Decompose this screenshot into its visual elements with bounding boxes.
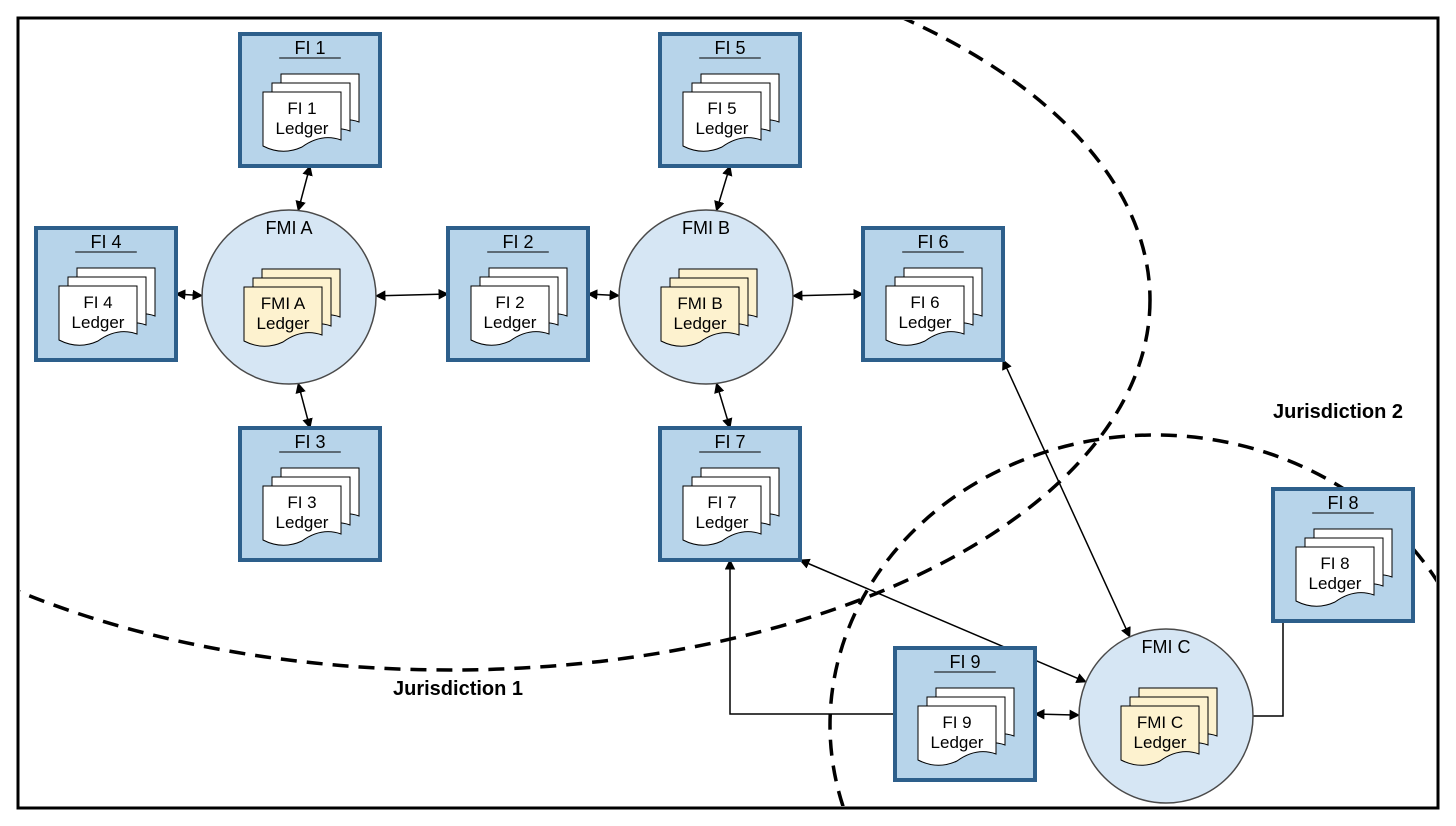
jurisdiction-label-j2: Jurisdiction 2 [1273,401,1403,423]
svg-text:FMI B: FMI B [677,294,722,313]
fi-node-fi4: FI 4FI 4Ledger [36,228,176,360]
svg-text:FI 8: FI 8 [1320,554,1349,573]
fi-node-fi2: FI 2FI 2Ledger [448,228,588,360]
svg-text:FI 3: FI 3 [287,493,316,512]
edge-fmiB-fi2 [588,294,619,296]
svg-text:Ledger: Ledger [696,513,749,532]
fi-node-fi3: FI 3FI 3Ledger [240,428,380,560]
svg-text:Ledger: Ledger [1309,574,1362,593]
svg-text:FMI A: FMI A [261,294,306,313]
fmi-node-fmiA: FMI AFMI ALedger [202,210,376,384]
fmi-label: FMI A [265,218,312,238]
fi-node-fi9: FI 9FI 9Ledger [895,648,1035,780]
svg-text:Ledger: Ledger [276,119,329,138]
edge-fmiB-fi5 [717,166,730,211]
edge-fmiA-fi1 [298,166,310,210]
fi-node-fi8: FI 8FI 8Ledger [1273,489,1413,621]
fi-label: FI 2 [502,232,533,252]
svg-text:Ledger: Ledger [72,313,125,332]
fi-label: FI 8 [1327,493,1358,513]
fi-label: FI 6 [917,232,948,252]
fmi-label: FMI C [1142,637,1191,657]
fmi-label: FMI B [682,218,730,238]
fi-label: FI 9 [949,652,980,672]
svg-text:FI 2: FI 2 [495,293,524,312]
fi-label: FI 4 [90,232,121,252]
edge-fmiB-fi7 [717,383,730,428]
svg-text:FMI C: FMI C [1137,713,1183,732]
fi-node-fi1: FI 1FI 1Ledger [240,34,380,166]
edge-fmiC-fi6 [1003,360,1130,637]
fi-node-fi7: FI 7FI 7Ledger [660,428,800,560]
edge-fmiB-fi6 [793,294,863,296]
svg-text:FI 5: FI 5 [707,99,736,118]
fi-node-fi5: FI 5FI 5Ledger [660,34,800,166]
fi-label: FI 7 [714,432,745,452]
svg-text:Ledger: Ledger [276,513,329,532]
svg-text:FI 6: FI 6 [910,293,939,312]
svg-text:FI 7: FI 7 [707,493,736,512]
svg-text:FI 4: FI 4 [83,293,112,312]
fi-label: FI 3 [294,432,325,452]
jurisdiction-label-j1: Jurisdiction 1 [393,678,523,700]
svg-text:Ledger: Ledger [899,313,952,332]
fi-label: FI 5 [714,38,745,58]
fmi-node-fmiC: FMI CFMI CLedger [1079,629,1253,803]
edge-fi9-fi7 [730,560,895,714]
edge-fmiA-fi3 [298,384,310,428]
svg-text:Ledger: Ledger [696,119,749,138]
fmi-node-fmiB: FMI BFMI BLedger [619,210,793,384]
svg-text:Ledger: Ledger [257,314,310,333]
edge-fmiA-fi2 [376,294,448,296]
fi-label: FI 1 [294,38,325,58]
svg-text:FI 1: FI 1 [287,99,316,118]
edge-fmiC-fi9 [1035,714,1079,715]
svg-text:Ledger: Ledger [931,733,984,752]
edge-fmiA-fi4 [176,294,202,296]
svg-text:FI 9: FI 9 [942,713,971,732]
svg-text:Ledger: Ledger [484,313,537,332]
svg-text:Ledger: Ledger [1134,733,1187,752]
fi-node-fi6: FI 6FI 6Ledger [863,228,1003,360]
svg-text:Ledger: Ledger [674,314,727,333]
